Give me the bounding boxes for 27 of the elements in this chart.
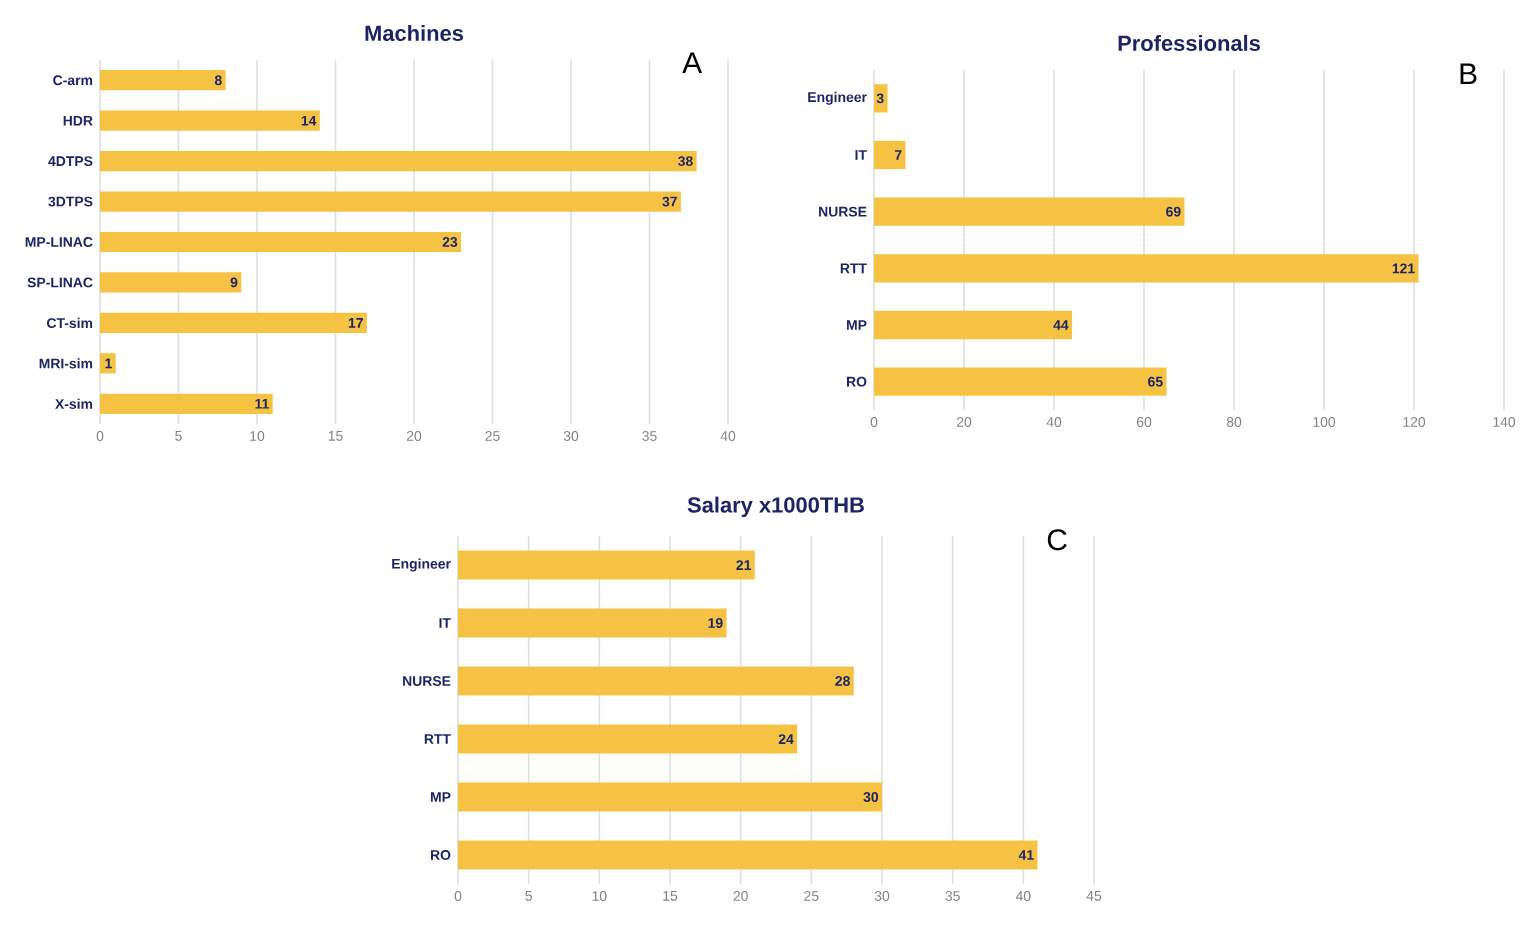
bar (874, 310, 1073, 340)
bar (874, 197, 1185, 226)
bar (458, 550, 755, 580)
annotation: B (1460, 63, 1477, 84)
annotation: C (1047, 529, 1067, 551)
bar (458, 782, 882, 812)
bar (874, 140, 906, 170)
bar (458, 666, 854, 696)
bar (874, 367, 1167, 396)
chart-title: Salary x1000THB (687, 496, 864, 517)
bar (100, 151, 697, 172)
bar (874, 254, 1419, 283)
bar (458, 608, 727, 638)
bar (100, 70, 226, 91)
bar (100, 312, 367, 333)
bar (100, 353, 116, 374)
bar (100, 231, 462, 253)
chart-title: Machines (365, 24, 464, 42)
bar (458, 840, 1038, 870)
bar (100, 272, 242, 293)
bar (874, 84, 888, 113)
annotation: A (682, 52, 703, 74)
bar (458, 724, 798, 754)
bar (100, 110, 320, 131)
bar (100, 191, 681, 212)
chart-title: Professionals (1118, 34, 1260, 52)
bar (100, 393, 273, 414)
